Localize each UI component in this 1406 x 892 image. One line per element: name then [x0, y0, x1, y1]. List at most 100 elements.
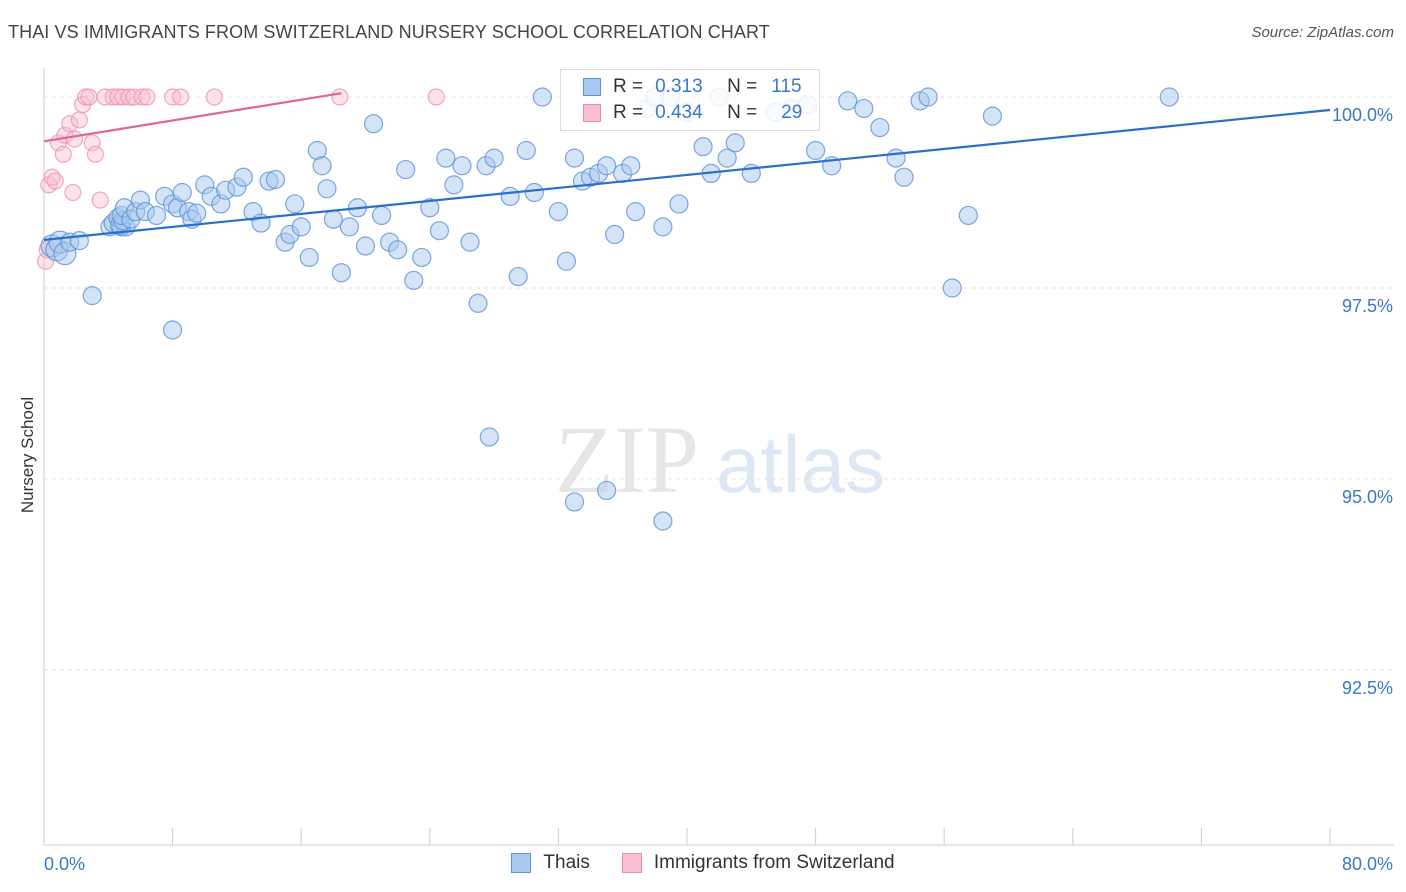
data-point-thais — [312, 156, 332, 176]
legend-swatch-thais — [511, 853, 532, 873]
trend-lines — [43, 92, 1331, 241]
data-point-thais — [460, 232, 480, 252]
legend-n-value: 29 — [781, 102, 803, 123]
data-point-thais — [653, 511, 673, 531]
data-point-switzerland — [120, 88, 138, 106]
data-point-thais — [653, 217, 673, 237]
chart-title: THAI VS IMMIGRANTS FROM SWITZERLAND NURS… — [8, 22, 770, 42]
data-point-thais — [404, 270, 424, 290]
legend-swatch-pink — [583, 104, 601, 122]
y-tick-label: 92.5% — [1342, 678, 1393, 698]
y-tick-label: 100.0% — [1332, 105, 1393, 125]
data-point-thais — [1159, 87, 1179, 107]
data-point-thais — [693, 137, 713, 157]
data-point-thais — [854, 98, 874, 119]
data-point-thais — [548, 202, 569, 222]
data-point-thais — [870, 117, 890, 138]
data-point-switzerland — [172, 88, 190, 106]
data-point-thais — [556, 251, 577, 271]
data-point-thais — [299, 247, 319, 268]
data-point-thais — [420, 198, 440, 218]
data-point-switzerland — [70, 111, 88, 129]
legend-swatch-switzerland — [621, 853, 642, 873]
data-point-switzerland — [138, 88, 156, 106]
tick-labels: 92.5% 95.0% 97.5% 100.0% 0.0% 80.0% — [44, 105, 1393, 874]
data-point-thais — [436, 148, 456, 168]
data-point-thais — [942, 278, 962, 298]
series-legend: Thais Immigrants from Switzerland — [0, 852, 1406, 874]
data-point-switzerland — [65, 130, 84, 148]
legend-swatch-blue — [583, 78, 601, 96]
trend-line-thais — [43, 108, 1331, 241]
data-point-thais — [717, 148, 737, 168]
x-tick-label-max: 80.0% — [1342, 854, 1393, 874]
data-point-thais — [958, 205, 978, 226]
data-point-thais — [323, 209, 343, 229]
data-point-thais — [291, 217, 311, 237]
data-point-thais — [516, 140, 536, 161]
data-point-thais — [331, 263, 351, 283]
data-point-thais — [187, 203, 207, 223]
data-point-thais — [532, 87, 552, 107]
data-point-thais — [597, 480, 617, 501]
data-point-thais — [285, 194, 305, 214]
data-point-thais — [363, 114, 384, 134]
data-point-thais — [838, 91, 858, 111]
data-point-switzerland — [46, 172, 64, 190]
data-point-thais — [725, 133, 745, 153]
data-point-thais — [918, 87, 938, 107]
data-point-switzerland — [205, 88, 223, 106]
data-point-thais — [265, 169, 286, 190]
y-tick-label: 95.0% — [1342, 487, 1393, 507]
legend-r-value: 0.434 — [655, 102, 703, 123]
stats-legend: R = 0.313 N = 115 R = 0.434 N = 29 — [560, 69, 820, 131]
data-point-switzerland — [133, 88, 151, 106]
legend-item-thais[interactable]: Thais — [511, 852, 590, 874]
legend-n-label: N = — [727, 76, 758, 97]
data-point-switzerland — [91, 191, 109, 209]
data-point-thais — [564, 148, 585, 168]
legend-label-thais: Thais — [543, 852, 590, 873]
data-point-thais — [396, 159, 416, 180]
axes — [43, 68, 1394, 846]
data-point-thais — [452, 156, 472, 176]
data-point-thais — [69, 231, 89, 251]
data-point-thais — [172, 182, 192, 203]
data-point-thais — [524, 182, 544, 203]
legend-item-immigrants-from-switzerland[interactable]: Immigrants from Switzerland — [621, 852, 895, 874]
stats-legend-row-switzerland: R = 0.434 N = 29 — [583, 101, 802, 125]
data-point-thais — [339, 217, 360, 237]
data-point-thais — [484, 148, 504, 168]
data-point-thais — [163, 320, 183, 340]
data-point-thais — [625, 202, 646, 222]
data-point-thais — [146, 205, 167, 226]
data-point-thais — [669, 194, 689, 214]
data-point-thais — [621, 156, 641, 176]
data-point-thais — [412, 247, 432, 268]
data-point-thais — [388, 240, 408, 260]
legend-r-label: R = — [613, 76, 644, 97]
data-point-thais — [894, 167, 914, 187]
data-point-thais — [233, 167, 253, 187]
legend-label-switzerland: Immigrants from Switzerland — [653, 852, 895, 873]
stats-legend-row-thais: R = 0.313 N = 115 — [583, 75, 802, 99]
data-point-thais — [444, 175, 464, 195]
data-point-switzerland — [80, 88, 98, 106]
data-point-thais — [468, 293, 488, 313]
trend-line-switzerland — [43, 92, 342, 143]
data-point-thais — [886, 148, 906, 168]
data-point-thais — [564, 492, 585, 512]
data-point-switzerland — [427, 88, 445, 106]
source-label: Source: ZipAtlas.com — [1251, 24, 1394, 41]
y-tick-label: 97.5% — [1342, 296, 1393, 316]
data-point-thais — [82, 286, 102, 306]
legend-n-label: N = — [727, 102, 758, 123]
x-tick-label-min: 0.0% — [44, 854, 85, 874]
data-point-switzerland — [54, 145, 72, 163]
data-point-thais — [605, 224, 625, 245]
data-point-switzerland — [331, 88, 349, 106]
data-point-thais — [317, 179, 337, 199]
data-point-thais — [479, 427, 499, 447]
legend-n-value: 115 — [771, 76, 802, 97]
